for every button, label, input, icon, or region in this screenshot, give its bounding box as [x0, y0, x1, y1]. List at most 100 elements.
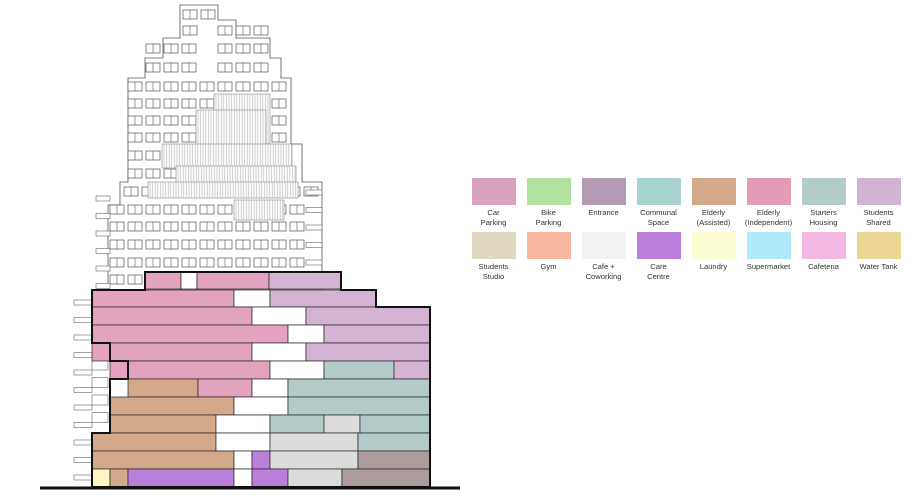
program-block [109, 414, 217, 434]
program-block [359, 414, 431, 434]
legend-label: Cafeteria [808, 262, 839, 271]
legend-label: Bike Parking [535, 208, 562, 227]
program-block [287, 396, 431, 416]
balcony-left [73, 457, 93, 463]
program-block [91, 324, 289, 344]
screen-panel [233, 199, 285, 221]
balconies [73, 189, 323, 481]
program-block [251, 342, 307, 362]
legend-label: Elderly (Assisted) [696, 208, 731, 227]
legend-swatch [636, 232, 681, 259]
program-block [91, 450, 235, 470]
balcony-left [73, 404, 93, 411]
legend-label: Students Shared [863, 208, 894, 227]
balcony-left [95, 265, 111, 272]
legend-item: Elderly (Independent) [741, 178, 796, 228]
program-block [109, 468, 129, 488]
building-section-drawing [40, 4, 460, 490]
balcony-left [73, 422, 93, 428]
program-block [251, 468, 289, 488]
program-block [180, 271, 198, 290]
balcony-right [305, 259, 323, 266]
program-block [233, 450, 253, 470]
program-block [91, 342, 253, 362]
program-block [91, 306, 253, 326]
legend-item: Entrance [576, 178, 631, 228]
program-block [91, 468, 111, 488]
program-block [127, 468, 235, 488]
legend-label: Students Studio [478, 262, 509, 281]
program-block [233, 289, 271, 308]
legend-label: Gym [540, 262, 557, 271]
program-block [144, 271, 182, 290]
balcony-left [95, 230, 111, 237]
balcony-left [73, 299, 93, 306]
legend-swatch [691, 178, 736, 205]
legend-label: Starters Housing [809, 208, 838, 227]
balcony-left [95, 248, 111, 254]
program-block [393, 360, 431, 380]
program-block [251, 378, 289, 398]
balcony-right [305, 224, 323, 231]
legend-swatch [746, 232, 791, 259]
balcony-left [95, 283, 111, 289]
program-block [109, 396, 235, 416]
legend-label: Car Parking [480, 208, 507, 227]
screen-panel [161, 143, 293, 169]
legend-swatch [856, 178, 901, 205]
program-block [269, 289, 377, 308]
tower-hatch [147, 93, 299, 221]
program-block [109, 360, 271, 380]
podium-outline [91, 271, 431, 488]
program-block [323, 324, 431, 344]
program-block [305, 342, 431, 362]
podium-window [91, 377, 109, 388]
legend-item: Cafeteria [796, 232, 851, 282]
legend-label: Laundry [699, 262, 728, 271]
legend-swatch [526, 178, 571, 205]
balcony-right [305, 207, 323, 213]
program-block [196, 271, 270, 290]
legend-item: Bike Parking [521, 178, 576, 228]
program-block [323, 360, 395, 380]
program-block [233, 396, 289, 416]
program-block [91, 432, 217, 452]
legend-item: Students Studio [466, 232, 521, 282]
program-block [251, 450, 271, 470]
program-block [233, 468, 253, 488]
legend-item: Starters Housing [796, 178, 851, 228]
legend-swatch [526, 232, 571, 259]
legend-swatch [581, 178, 626, 205]
legend-swatch [581, 232, 626, 259]
legend-swatch [746, 178, 791, 205]
program-block [287, 468, 343, 488]
program-block [268, 271, 342, 290]
legend-item: Water Tank [851, 232, 906, 282]
balcony-left [95, 195, 111, 202]
program-block [197, 378, 253, 398]
legend-item: Students Shared [851, 178, 906, 228]
legend-item: Communal Space [631, 178, 686, 228]
legend-swatch [801, 232, 846, 259]
program-block [215, 414, 271, 434]
legend-label: Entrance [588, 208, 619, 217]
balcony-left [73, 369, 93, 376]
podium-window [91, 359, 109, 371]
balcony-left [73, 474, 93, 481]
legend-item: Gym [521, 232, 576, 282]
balcony-left [73, 439, 93, 446]
legend-item: Cafe + Coworking [576, 232, 631, 282]
balcony-right [305, 242, 323, 248]
program-block [357, 432, 431, 452]
legend-swatch [856, 232, 901, 259]
program-block [357, 450, 431, 470]
program-block [341, 468, 431, 488]
legend-swatch [691, 232, 736, 259]
program-block [269, 414, 325, 434]
legend-label: Water Tank [859, 262, 898, 271]
legend-swatch [471, 232, 516, 259]
legend-label: Care Centre [647, 262, 670, 281]
balcony-right [305, 189, 323, 196]
legend-item: Laundry [686, 232, 741, 282]
program-block [305, 306, 431, 326]
